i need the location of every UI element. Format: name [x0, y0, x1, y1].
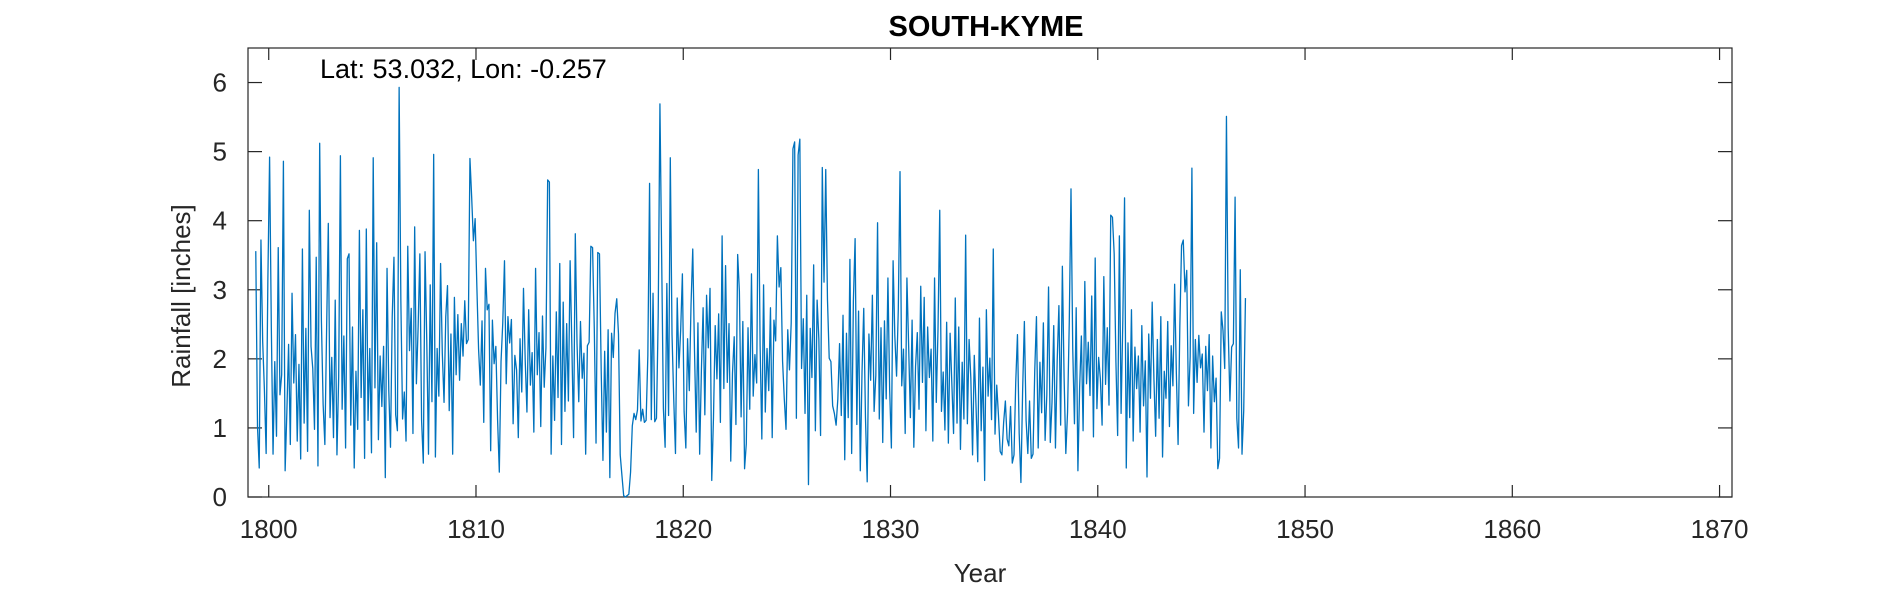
y-tick-label: 2 [213, 344, 227, 374]
x-tick-label: 1810 [447, 514, 505, 544]
y-tick-label: 1 [213, 413, 227, 443]
x-tick-label: 1840 [1069, 514, 1127, 544]
y-tick-label: 6 [213, 68, 227, 98]
chart-title: SOUTH-KYME [889, 11, 1084, 43]
y-tick-label: 5 [213, 137, 227, 167]
x-axis-ticks [268, 48, 1721, 497]
x-tick-label: 1830 [862, 514, 920, 544]
series-layer [255, 86, 1247, 498]
x-tick-label: 1850 [1276, 514, 1334, 544]
y-tick-label: 0 [213, 482, 227, 512]
x-axis-label: Year [954, 558, 1007, 588]
plot-box [247, 47, 1733, 498]
y-axis-tick-labels: 0 1 2 3 4 5 6 [213, 68, 227, 512]
x-axis-tick-labels: 1800 1810 1820 1830 1840 1850 1860 1870 [240, 514, 1749, 544]
x-tick-label: 1820 [654, 514, 712, 544]
y-tick-label: 4 [213, 206, 227, 236]
y-axis-ticks [248, 81, 1732, 498]
location-annotation: Lat: 53.032, Lon: -0.257 [320, 54, 607, 84]
x-tick-label: 1860 [1483, 514, 1541, 544]
y-tick-label: 3 [213, 275, 227, 305]
rainfall-series-line [255, 86, 1247, 498]
x-tick-label: 1870 [1691, 514, 1749, 544]
plot-area [247, 47, 1733, 498]
y-axis-label: Rainfall [inches] [166, 204, 196, 388]
x-tick-label: 1800 [240, 514, 298, 544]
